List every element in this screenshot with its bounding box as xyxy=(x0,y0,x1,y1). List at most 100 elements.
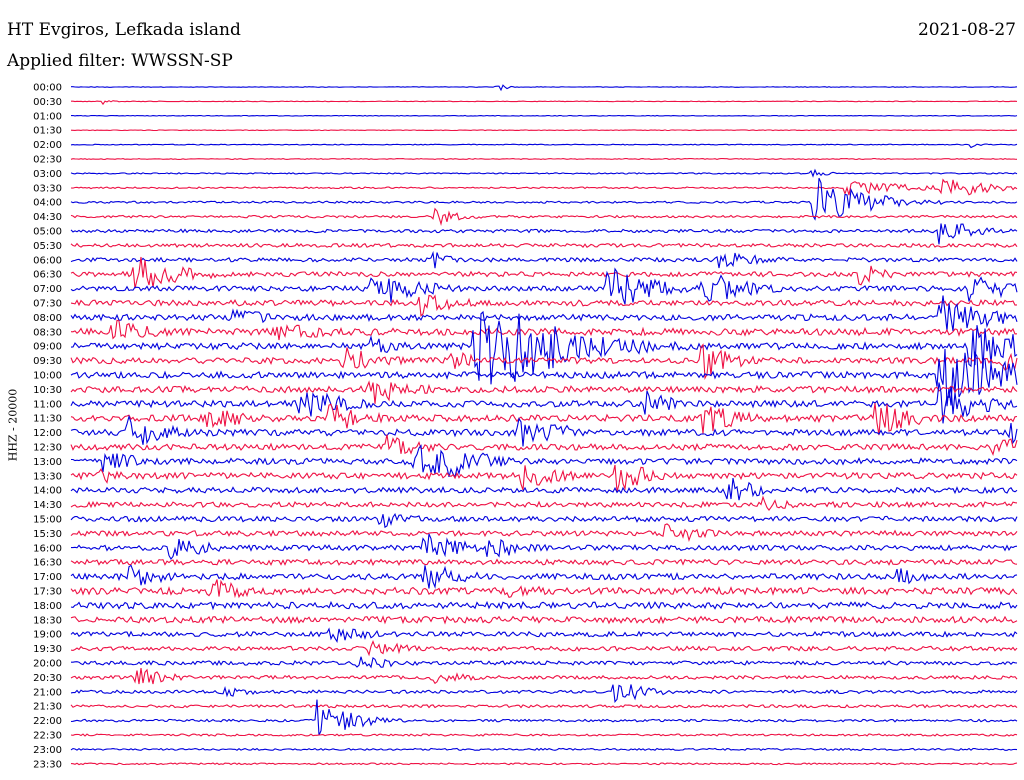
row-time-label: 15:30 xyxy=(33,529,62,540)
row-time-label: 10:00 xyxy=(33,371,62,382)
trace-row-0100 xyxy=(70,114,1018,117)
trace-row-2130 xyxy=(70,703,1018,709)
date-label: 2021-08-27 xyxy=(917,20,1016,40)
row-time-label: 16:00 xyxy=(33,543,62,554)
trace-row-1100 xyxy=(70,382,1018,424)
row-time-label: 13:00 xyxy=(33,457,62,468)
row-time-label: 21:00 xyxy=(33,687,62,698)
trace-row-1130 xyxy=(70,403,1018,436)
row-time-label: 18:30 xyxy=(33,615,62,626)
trace-row-0800 xyxy=(70,295,1018,332)
trace-row-1900 xyxy=(70,627,1018,644)
trace-row-0000 xyxy=(71,84,1018,92)
trace-row-1600 xyxy=(71,533,1018,560)
row-time-label: 12:00 xyxy=(33,428,62,439)
row-time-label: 14:30 xyxy=(33,500,62,511)
trace-row-0330 xyxy=(70,178,1018,196)
row-time-label: 20:00 xyxy=(33,659,62,670)
row-time-label: 06:30 xyxy=(33,270,62,281)
row-time-label: 04:00 xyxy=(33,198,62,209)
row-time-label: 01:30 xyxy=(33,126,62,137)
row-time-label: 00:00 xyxy=(33,83,62,94)
trace-row-0700 xyxy=(70,267,1018,305)
row-time-label: 17:00 xyxy=(33,572,62,583)
station-title: HT Evgiros, Lefkada island xyxy=(7,20,241,40)
trace-row-1330 xyxy=(70,464,1018,492)
row-time-label: 15:00 xyxy=(33,515,62,526)
row-time-label: 09:00 xyxy=(33,342,62,353)
row-time-label: 09:30 xyxy=(33,356,62,367)
trace-row-1730 xyxy=(70,579,1018,599)
row-time-label: 21:30 xyxy=(33,702,62,713)
row-time-label: 12:30 xyxy=(33,443,62,454)
trace-row-2100 xyxy=(70,684,1018,704)
trace-row-0630 xyxy=(70,256,1018,289)
row-time-label: 08:30 xyxy=(33,327,62,338)
row-time-label: 11:00 xyxy=(33,399,62,410)
trace-row-1500 xyxy=(70,513,1018,529)
trace-row-2330 xyxy=(70,762,1018,766)
row-time-label: 16:30 xyxy=(33,558,62,569)
row-time-label: 22:00 xyxy=(33,716,62,727)
trace-row-1000 xyxy=(70,348,1018,407)
trace-row-2200 xyxy=(70,699,1018,736)
trace-row-1800 xyxy=(70,600,1018,611)
trace-row-1300 xyxy=(71,444,1018,479)
trace-row-0200 xyxy=(70,143,1018,149)
row-time-label: 03:00 xyxy=(33,169,62,180)
trace-row-1030 xyxy=(70,380,1018,404)
trace-row-0830 xyxy=(70,319,1018,341)
trace-row-1830 xyxy=(70,615,1018,625)
row-time-label: 20:30 xyxy=(33,673,62,684)
trace-row-1930 xyxy=(70,639,1018,657)
trace-row-0400 xyxy=(70,177,1018,221)
row-time-labels: 00:00 00:30 01:00 01:30 02:00 02:30 03:00 03:30… xyxy=(33,83,62,771)
row-time-label: 06:00 xyxy=(33,255,62,266)
trace-row-0130 xyxy=(70,129,1018,132)
row-time-label: 08:00 xyxy=(33,313,62,324)
trace-row-1430 xyxy=(70,495,1018,512)
row-time-label: 05:00 xyxy=(33,227,62,238)
row-time-label: 07:30 xyxy=(33,299,62,310)
row-time-label: 18:00 xyxy=(33,601,62,612)
row-time-label: 19:30 xyxy=(33,644,62,655)
row-time-label: 14:00 xyxy=(33,486,62,497)
row-time-label: 13:30 xyxy=(33,471,62,482)
row-time-label: 03:30 xyxy=(33,183,62,194)
row-time-label: 22:30 xyxy=(33,731,62,742)
trace-row-1230 xyxy=(70,434,1018,457)
trace-row-0730 xyxy=(70,294,1018,317)
row-time-label: 04:30 xyxy=(33,212,62,223)
trace-row-2300 xyxy=(70,747,1018,751)
trace-row-0600 xyxy=(70,250,1018,269)
row-time-label: 02:30 xyxy=(33,155,62,166)
trace-row-0300 xyxy=(70,168,1018,178)
trace-row-0900 xyxy=(70,310,1018,385)
trace-row-0430 xyxy=(70,207,1018,227)
trace-row-1630 xyxy=(70,558,1018,567)
row-time-label: 02:00 xyxy=(33,140,62,151)
row-time-label: 07:00 xyxy=(33,284,62,295)
row-time-label: 19:00 xyxy=(33,630,62,641)
row-time-label: 17:30 xyxy=(33,587,62,598)
row-time-label: 10:30 xyxy=(33,385,62,396)
trace-row-2230 xyxy=(70,733,1018,737)
trace-row-1200 xyxy=(70,414,1018,447)
trace-row-1700 xyxy=(70,564,1018,590)
row-time-label: 05:30 xyxy=(33,241,62,252)
trace-row-1530 xyxy=(70,523,1018,542)
row-time-label: 01:00 xyxy=(33,111,62,122)
row-time-label: 00:30 xyxy=(33,97,62,108)
trace-row-0230 xyxy=(70,158,1018,160)
trace-row-0530 xyxy=(70,242,1018,249)
row-time-label: 11:30 xyxy=(33,414,62,425)
trace-row-0930 xyxy=(70,343,1018,380)
trace-row-0030 xyxy=(71,100,1018,106)
seismogram-traces xyxy=(70,84,1018,766)
trace-row-0500 xyxy=(70,223,1018,245)
trace-row-1400 xyxy=(70,477,1018,501)
row-time-label: 23:00 xyxy=(33,745,62,756)
filter-subtitle: Applied filter: WWSSN-SP xyxy=(7,51,233,71)
trace-row-2030 xyxy=(70,668,1018,685)
row-time-label: 23:30 xyxy=(33,759,62,770)
